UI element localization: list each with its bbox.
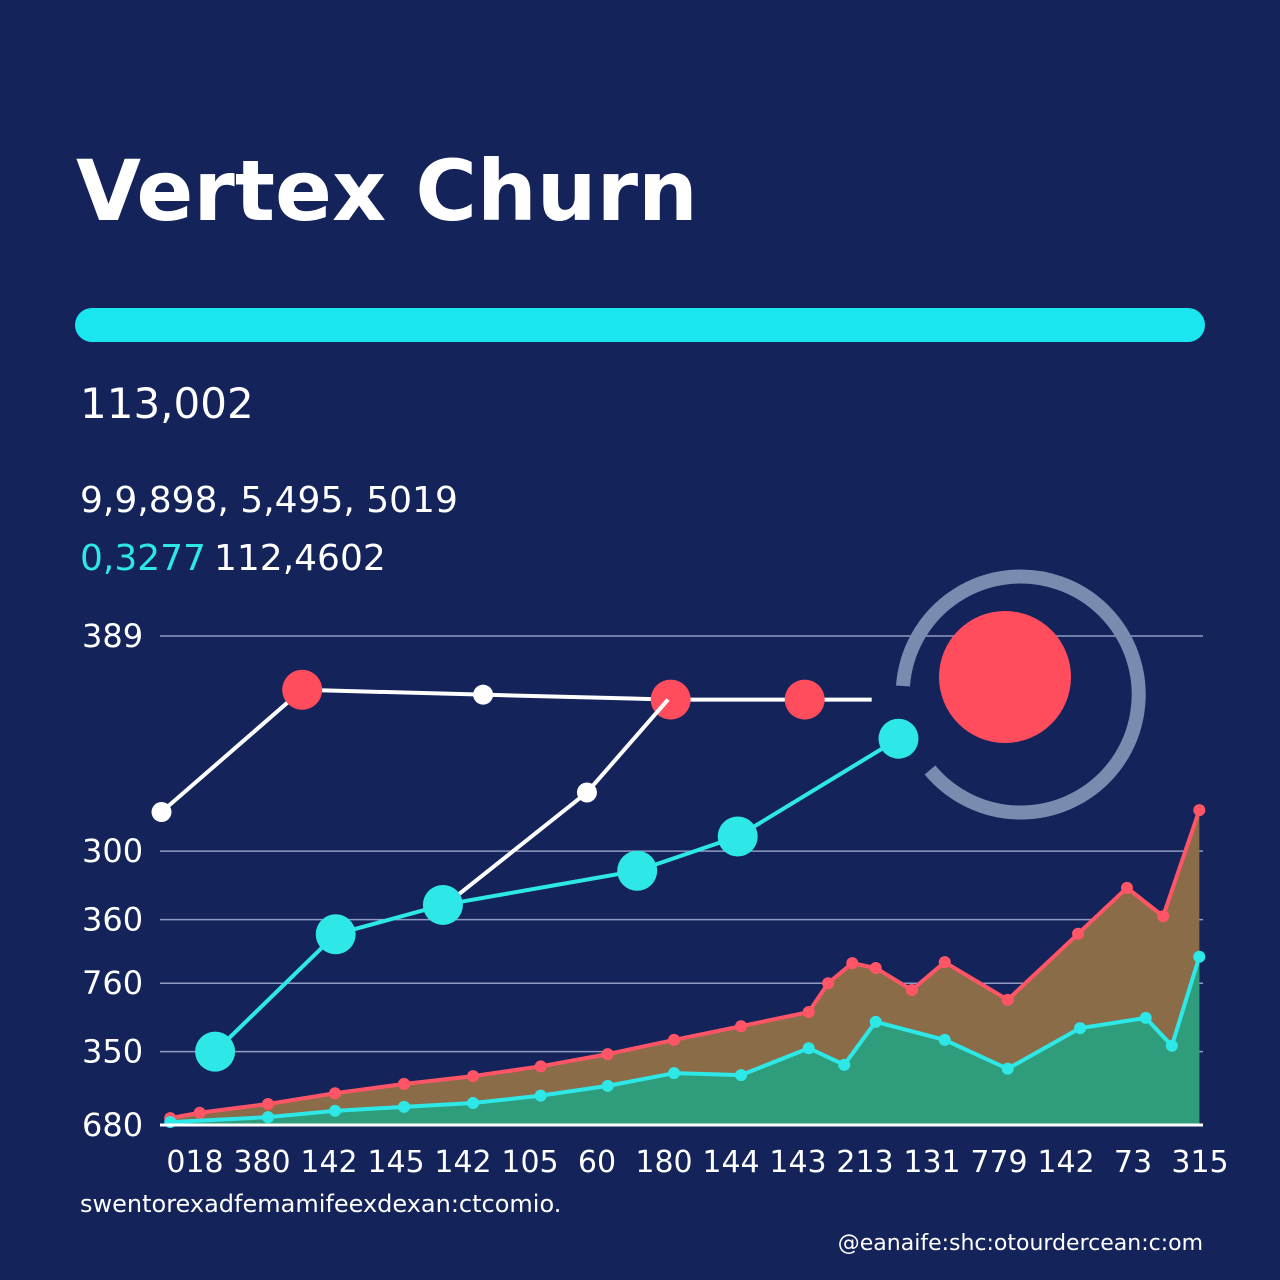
x-tick-label: 180 bbox=[635, 1145, 692, 1180]
data-point bbox=[905, 984, 918, 997]
stats-line-2: 112,4602 bbox=[214, 538, 386, 579]
data-point bbox=[282, 669, 323, 710]
x-tick-label: 144 bbox=[702, 1145, 759, 1180]
x-tick-label: 142 bbox=[300, 1145, 357, 1180]
y-tick-label: 360 bbox=[82, 901, 143, 939]
data-point bbox=[473, 684, 494, 705]
data-point bbox=[1072, 927, 1085, 940]
x-tick-label: 60 bbox=[578, 1145, 616, 1180]
focus-dot bbox=[939, 611, 1071, 743]
data-point bbox=[262, 1097, 275, 1110]
y-tick-label: 350 bbox=[82, 1033, 143, 1071]
data-point bbox=[329, 1087, 342, 1100]
headline: 113,002 bbox=[80, 379, 254, 428]
data-point bbox=[422, 884, 463, 925]
data-point bbox=[534, 1060, 547, 1073]
data-point bbox=[838, 1058, 851, 1071]
data-point bbox=[822, 977, 835, 990]
data-point bbox=[938, 956, 951, 969]
x-tick-label: 142 bbox=[1037, 1145, 1094, 1180]
data-point bbox=[878, 718, 919, 759]
highlight-value: 0,3277 bbox=[80, 538, 206, 579]
data-point bbox=[1074, 1022, 1087, 1035]
data-point bbox=[869, 962, 882, 975]
data-point bbox=[846, 957, 859, 970]
accent-bar bbox=[75, 308, 1205, 342]
footer-left: swentorexadfemamifeexdexan:ctcomio. bbox=[80, 1190, 561, 1218]
data-point bbox=[668, 1067, 681, 1080]
y-tick-label: 300 bbox=[82, 832, 143, 870]
x-tick-label: 018 bbox=[166, 1145, 223, 1180]
data-point bbox=[467, 1096, 480, 1109]
data-point bbox=[1165, 1039, 1178, 1052]
footer-right: @eanaife:shc:otourdercean:c:om bbox=[838, 1231, 1203, 1256]
area bbox=[170, 956, 1200, 1125]
data-point bbox=[802, 1042, 815, 1055]
data-point bbox=[1139, 1011, 1152, 1024]
data-point bbox=[735, 1069, 748, 1082]
data-point bbox=[668, 1033, 681, 1046]
x-tick-label: 105 bbox=[501, 1145, 558, 1180]
x-tick-label: 143 bbox=[769, 1145, 826, 1180]
data-point bbox=[601, 1079, 614, 1092]
x-tick-label: 213 bbox=[836, 1145, 893, 1180]
plot: 389 300 360 760 350 680 018 380 142 145 142 105 60 18… bbox=[82, 617, 1229, 1180]
data-point bbox=[195, 1031, 236, 1072]
data-point bbox=[784, 679, 825, 720]
data-point bbox=[1120, 881, 1133, 894]
series-line bbox=[170, 956, 1202, 1125]
data-point bbox=[467, 1070, 480, 1083]
data-point bbox=[534, 1089, 547, 1102]
y-tick-label: 680 bbox=[82, 1106, 143, 1144]
data-point bbox=[617, 850, 658, 891]
data-point bbox=[398, 1100, 411, 1113]
data-point bbox=[802, 1006, 815, 1019]
y-tick-label: 760 bbox=[82, 964, 143, 1002]
ring-decoration bbox=[896, 569, 1146, 820]
data-point bbox=[315, 914, 356, 955]
data-point bbox=[938, 1033, 951, 1046]
data-point bbox=[1001, 993, 1014, 1006]
data-point bbox=[1193, 804, 1206, 817]
x-tick-label: 779 bbox=[970, 1145, 1027, 1180]
data-point bbox=[329, 1104, 342, 1117]
data-point bbox=[151, 802, 172, 823]
data-point bbox=[1157, 910, 1170, 923]
stats-line: 9,9,898, 5,495, 5019 bbox=[80, 480, 458, 521]
y-tick-label: 389 bbox=[82, 617, 143, 655]
x-tick-label: 145 bbox=[367, 1145, 424, 1180]
data-point bbox=[735, 1020, 748, 1033]
series-line bbox=[213, 736, 900, 1054]
data-point bbox=[1193, 950, 1206, 963]
x-tick-label: 380 bbox=[233, 1145, 290, 1180]
data-point bbox=[576, 782, 597, 803]
data-point bbox=[262, 1111, 275, 1124]
data-point bbox=[193, 1106, 206, 1119]
chart-title: Vertex Churn bbox=[76, 142, 698, 240]
data-point bbox=[869, 1015, 882, 1028]
x-tick-label: 315 bbox=[1171, 1145, 1228, 1180]
data-point bbox=[601, 1048, 614, 1061]
data-point bbox=[717, 816, 758, 857]
x-tick-label: 131 bbox=[903, 1145, 960, 1180]
x-tick-label: 73 bbox=[1114, 1145, 1152, 1180]
x-tick-label: 142 bbox=[434, 1145, 491, 1180]
data-point bbox=[1001, 1062, 1014, 1075]
data-point bbox=[398, 1077, 411, 1090]
